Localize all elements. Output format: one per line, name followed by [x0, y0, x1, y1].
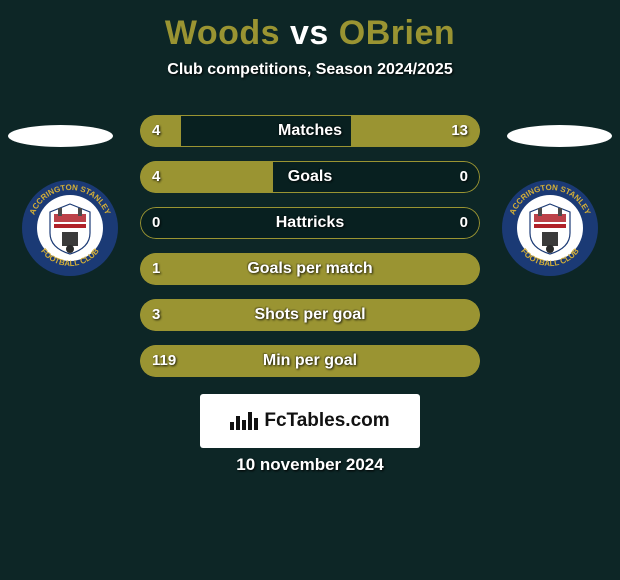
stat-fill-left — [140, 299, 480, 331]
stat-row: Goals40 — [0, 161, 620, 193]
player-left-name: Woods — [165, 14, 280, 52]
snapshot-date: 10 november 2024 — [0, 455, 620, 475]
attribution-text: FcTables.com — [264, 410, 389, 432]
subtitle: Club competitions, Season 2024/2025 — [0, 61, 620, 79]
stat-fill-right — [351, 115, 480, 147]
player-right-name: OBrien — [339, 14, 455, 52]
stat-fill-left — [140, 253, 480, 285]
comparison-bars: Matches413 Goals40 Hattricks00 Goals per ma… — [0, 115, 620, 391]
stat-fill-left — [140, 161, 273, 193]
attribution-icon — [230, 412, 258, 430]
stat-row: Shots per goal3 — [0, 299, 620, 331]
stat-row: Hattricks00 — [0, 207, 620, 239]
stat-row: Min per goal119 — [0, 345, 620, 377]
vs-word: vs — [290, 14, 329, 52]
page-title: Woods vs OBrien — [0, 0, 620, 53]
stat-row: Matches413 — [0, 115, 620, 147]
stat-fill-left — [140, 115, 181, 147]
stat-row: Goals per match1 — [0, 253, 620, 285]
stat-fill-left — [140, 345, 480, 377]
attribution-badge: FcTables.com — [200, 394, 420, 448]
